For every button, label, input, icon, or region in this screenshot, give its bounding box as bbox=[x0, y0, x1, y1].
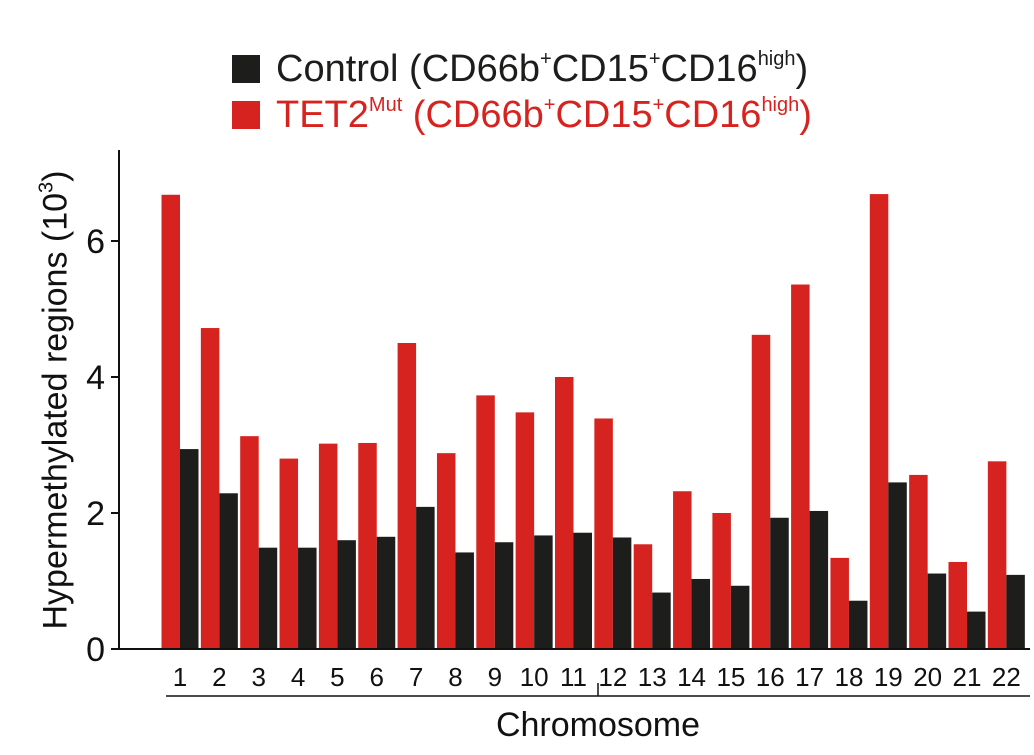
bar-tet2mut-chr8 bbox=[436, 453, 456, 649]
bar-tet2mut-chr21 bbox=[948, 561, 967, 649]
bar-tet2mut-chr20 bbox=[909, 474, 928, 649]
legend-label-tet2mut: TET2Mut (CD66b+CD15+CD16high) bbox=[276, 93, 812, 136]
x-tick-label-1: 1 bbox=[173, 662, 187, 692]
x-tick-label-6: 6 bbox=[370, 662, 384, 692]
bar-tet2mut-chr17 bbox=[791, 284, 810, 649]
x-axis-label: Chromosome bbox=[495, 706, 701, 744]
x-tick-label-19: 19 bbox=[874, 662, 903, 692]
x-tick-label-2: 2 bbox=[212, 662, 226, 692]
bar-control-chr13 bbox=[652, 592, 671, 649]
x-tick-label-8: 8 bbox=[448, 662, 462, 692]
bar-control-chr1 bbox=[180, 449, 199, 649]
bar-tet2mut-chr19 bbox=[869, 194, 889, 649]
x-tick-label-9: 9 bbox=[488, 662, 502, 692]
x-tick-label-10: 10 bbox=[520, 662, 549, 692]
bar-control-chr4 bbox=[298, 547, 317, 649]
x-tick-label-18: 18 bbox=[834, 662, 863, 692]
legend-label-control: Control (CD66b+CD15+CD16high) bbox=[276, 47, 809, 90]
bar-tet2mut-chr16 bbox=[751, 334, 771, 649]
y-tick-label-4: 4 bbox=[86, 359, 105, 397]
bar-control-chr11 bbox=[573, 532, 592, 649]
bar-tet2mut-chr7 bbox=[397, 343, 417, 649]
x-tick-label-11: 11 bbox=[560, 662, 587, 692]
bar-control-chr5 bbox=[337, 540, 356, 649]
bar-control-chr15 bbox=[730, 585, 750, 649]
x-tick-label-4: 4 bbox=[291, 662, 305, 692]
x-tick-label-17: 17 bbox=[795, 662, 824, 692]
bar-control-chr19 bbox=[888, 482, 907, 649]
bar-control-chr16 bbox=[770, 517, 789, 649]
bar-control-chr2 bbox=[219, 493, 238, 649]
bar-control-chr12 bbox=[612, 537, 632, 649]
bar-tet2mut-chr1 bbox=[161, 194, 180, 649]
bar-control-chr18 bbox=[848, 600, 868, 649]
x-tick-label-22: 22 bbox=[992, 662, 1021, 692]
y-tick-label-2: 2 bbox=[86, 495, 105, 533]
bar-tet2mut-chr14 bbox=[673, 491, 692, 649]
bar-tet2mut-chr9 bbox=[476, 395, 495, 649]
bar-tet2mut-chr11 bbox=[555, 377, 574, 649]
bar-control-chr8 bbox=[455, 552, 474, 649]
x-tick-label-20: 20 bbox=[913, 662, 942, 692]
legend-item-control: Control (CD66b+CD15+CD16high) bbox=[232, 46, 812, 92]
legend: Control (CD66b+CD15+CD16high) TET2Mut (C… bbox=[232, 46, 812, 138]
bar-tet2mut-chr3 bbox=[240, 436, 259, 649]
x-tick-label-3: 3 bbox=[251, 662, 265, 692]
bar-tet2mut-chr5 bbox=[318, 443, 338, 649]
bar-control-chr3 bbox=[258, 547, 278, 649]
legend-swatch-control bbox=[232, 55, 260, 83]
bar-control-chr22 bbox=[1006, 574, 1025, 649]
bar-control-chr14 bbox=[691, 578, 711, 649]
bar-control-chr9 bbox=[494, 542, 514, 649]
x-tick-label-21: 21 bbox=[953, 662, 982, 692]
bar-tet2mut-chr18 bbox=[830, 557, 849, 649]
legend-item-tet2mut: TET2Mut (CD66b+CD15+CD16high) bbox=[232, 92, 812, 138]
x-tick-label-14: 14 bbox=[677, 662, 706, 692]
y-tick-label-6: 6 bbox=[86, 223, 105, 261]
bar-control-chr7 bbox=[416, 506, 435, 649]
bar-tet2mut-chr6 bbox=[358, 442, 377, 649]
legend-swatch-tet2mut bbox=[232, 101, 260, 129]
bar-control-chr17 bbox=[809, 510, 829, 649]
x-tick-label-16: 16 bbox=[756, 662, 785, 692]
bar-tet2mut-chr22 bbox=[987, 461, 1007, 649]
bar-control-chr6 bbox=[376, 536, 396, 649]
bar-control-chr21 bbox=[967, 611, 986, 649]
x-tick-label-13: 13 bbox=[638, 662, 667, 692]
bar-control-chr10 bbox=[534, 535, 553, 649]
bar-tet2mut-chr4 bbox=[279, 458, 299, 649]
bar-tet2mut-chr10 bbox=[515, 412, 535, 649]
bar-tet2mut-chr13 bbox=[633, 544, 653, 649]
bar-tet2mut-chr12 bbox=[594, 418, 613, 649]
bar-control-chr20 bbox=[927, 573, 947, 649]
x-tick-label-7: 7 bbox=[409, 662, 423, 692]
x-tick-label-15: 15 bbox=[716, 662, 745, 692]
bar-tet2mut-chr2 bbox=[200, 328, 220, 649]
y-tick-label-0: 0 bbox=[86, 631, 105, 669]
x-tick-label-5: 5 bbox=[330, 662, 344, 692]
x-tick-label-12: 12 bbox=[598, 662, 627, 692]
y-axis-label: Hypermethylated regions (103) bbox=[35, 170, 75, 630]
bar-tet2mut-chr15 bbox=[712, 513, 731, 649]
